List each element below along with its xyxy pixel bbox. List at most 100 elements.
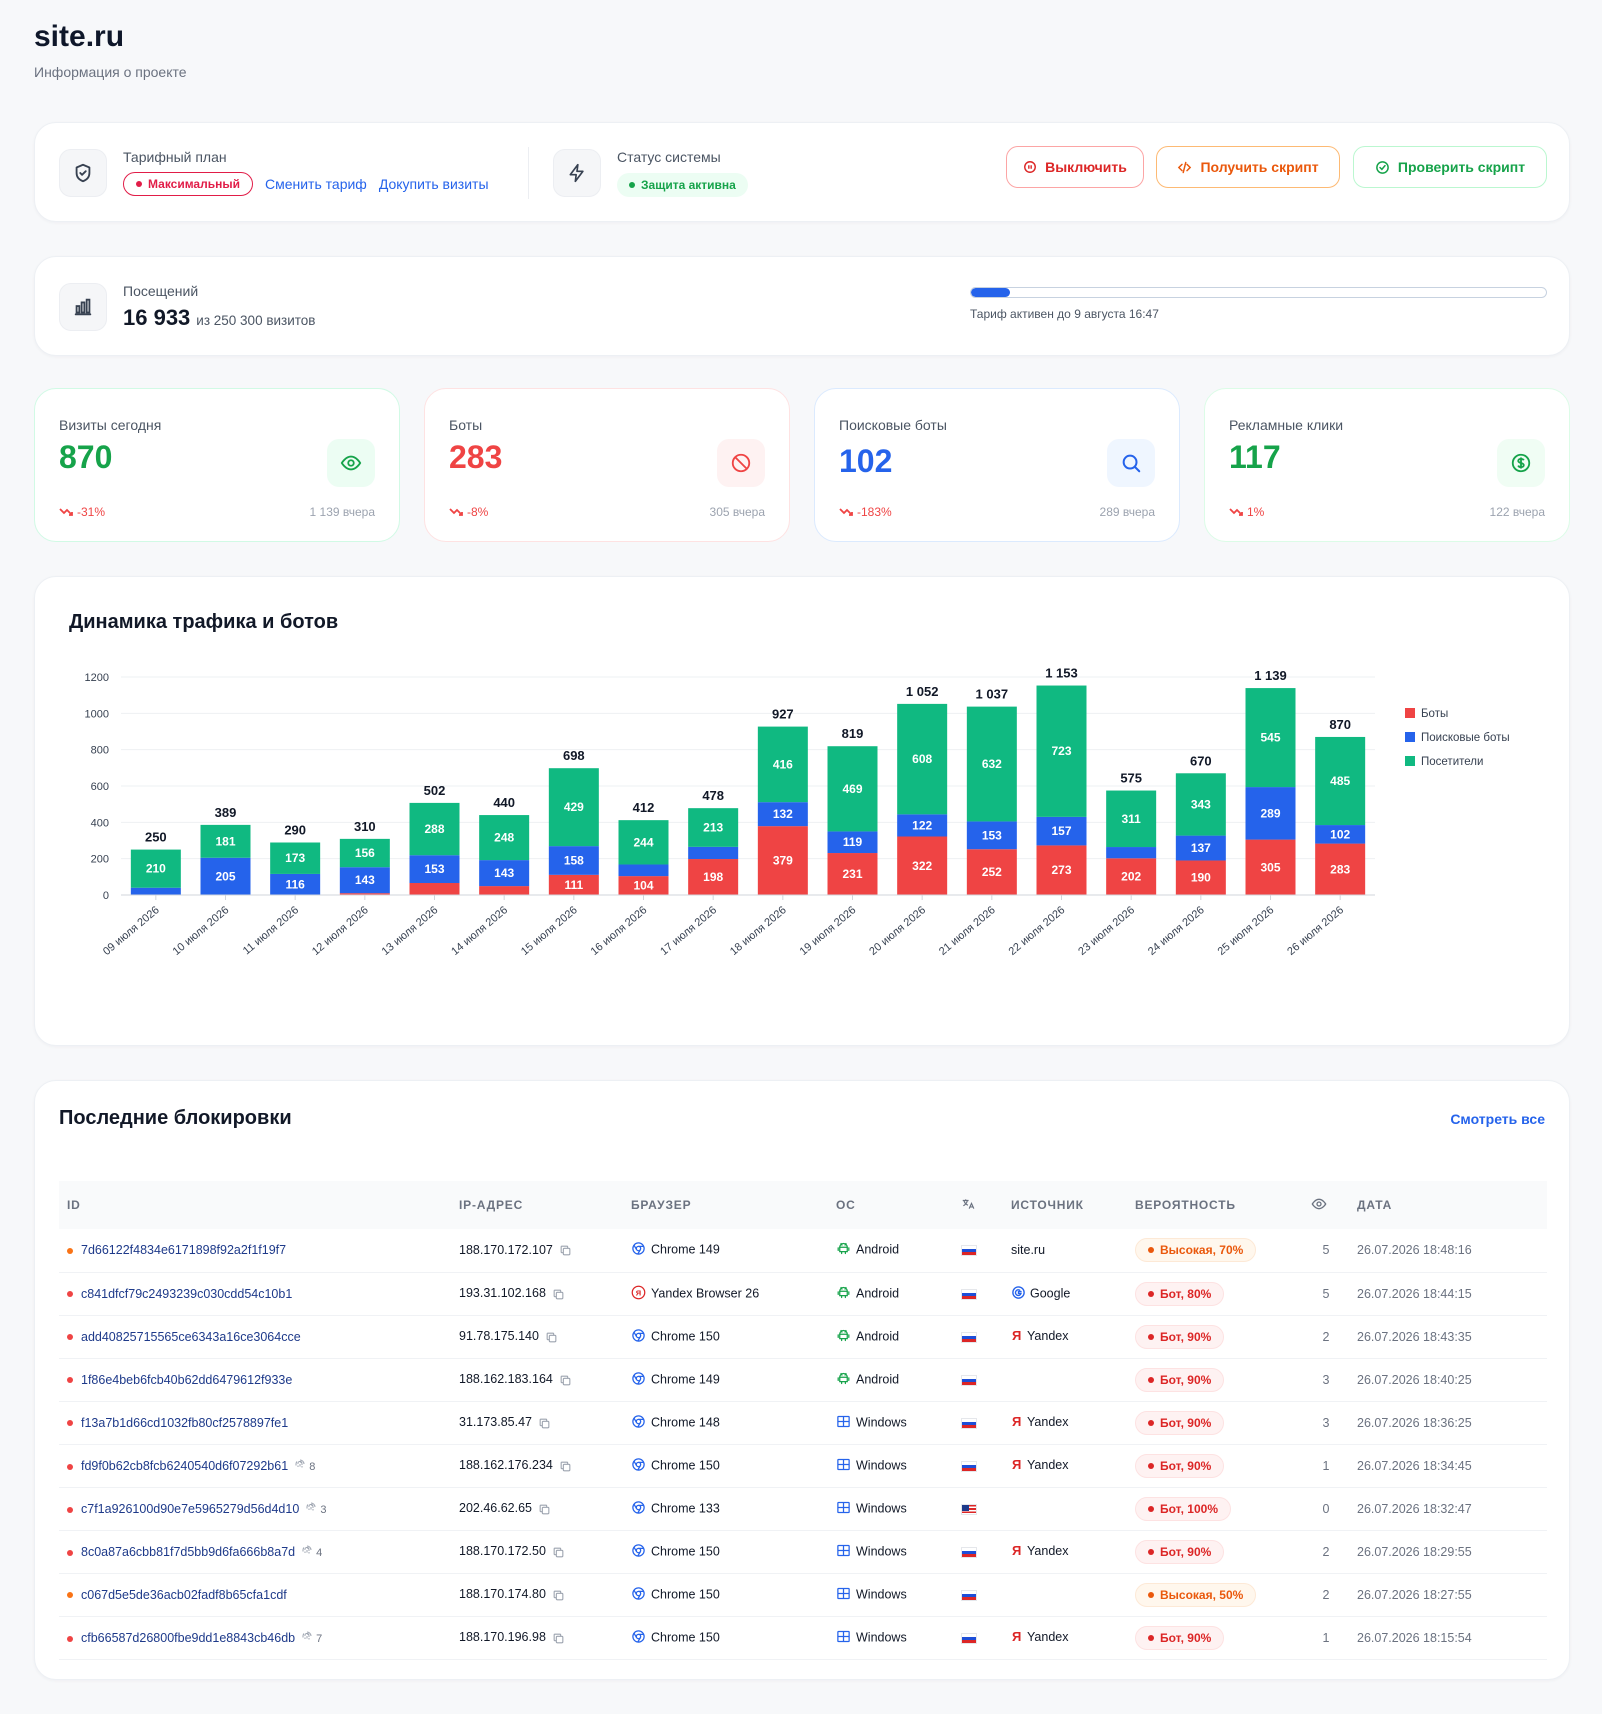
view-all-link[interactable]: Смотреть все (1450, 1111, 1545, 1127)
id-cell[interactable]: 7d66122f4834e6171898f92a2f1f19f7 (59, 1229, 451, 1273)
table-row[interactable]: c067d5e5de36acb02fadf8b65cfa1cdf 188.170… (59, 1573, 1547, 1617)
id-cell[interactable]: add40825715565ce6343a16ce3064cce (59, 1315, 451, 1359)
visitor-id[interactable]: c841dfcf79c2493239c030cdd54c10b1 (81, 1286, 293, 1301)
disable-button[interactable]: Выключить (1006, 146, 1144, 188)
change-tariff-link[interactable]: Сменить тариф (264, 176, 367, 192)
id-cell[interactable]: c067d5e5de36acb02fadf8b65cfa1cdf (59, 1573, 451, 1617)
plan-name: Максимальный (148, 177, 240, 191)
copy-icon[interactable] (553, 1243, 572, 1257)
table-row[interactable]: 8c0a87a6cbb81f7d5bb9d6fa666b8a7d 4 188.1… (59, 1530, 1547, 1574)
col-id[interactable]: ID (59, 1181, 451, 1229)
os-cell: Android (828, 1272, 953, 1316)
legend-swatch (1405, 756, 1415, 766)
ip-cell: 31.173.85.47 (451, 1401, 623, 1445)
bar-data-label: 632 (982, 757, 1002, 771)
table-row[interactable]: c7f1a926100d90e7e5965279d56d4d10 3 202.4… (59, 1487, 1547, 1531)
copy-icon[interactable] (553, 1458, 572, 1472)
buy-visits-link[interactable]: Докупить визиты (378, 176, 489, 192)
col-country[interactable] (953, 1181, 1003, 1229)
bar-segment (409, 855, 460, 884)
copy-icon[interactable] (546, 1544, 565, 1558)
col-source[interactable]: ИСТОЧНИК (1003, 1181, 1127, 1229)
id-cell[interactable]: 1f86e4beb6fcb40b62dd6479612f933e (59, 1358, 451, 1402)
windows-icon (836, 1544, 851, 1561)
id-cell[interactable]: 8c0a87a6cbb81f7d5bb9d6fa666b8a7d 4 (59, 1530, 451, 1574)
copy-icon[interactable] (546, 1630, 565, 1644)
table-row[interactable]: fd9f0b62cb8fcb6240540d6f07292b61 8 188.1… (59, 1444, 1547, 1488)
bar-data-label: 252 (982, 865, 1002, 879)
source-name: Yandex (1027, 1328, 1069, 1343)
id-cell[interactable]: c7f1a926100d90e7e5965279d56d4d10 3 (59, 1487, 451, 1531)
col-os[interactable]: ОС (828, 1181, 953, 1229)
visitor-id[interactable]: fd9f0b62cb8fcb6240540d6f07292b61 (81, 1459, 289, 1473)
copy-icon[interactable] (546, 1587, 565, 1601)
stat-label: Визиты сегодня (59, 417, 162, 433)
copy-icon[interactable] (532, 1501, 551, 1515)
yandex-icon: Я (1011, 1414, 1023, 1431)
bar-data-label: 173 (285, 851, 305, 865)
fingerprint-count: 8 (294, 1459, 315, 1473)
x-tick-label: 19 июля 2026 (798, 904, 859, 958)
check-script-button[interactable]: Проверить скрипт (1353, 146, 1547, 188)
copy-icon[interactable] (546, 1286, 565, 1300)
copy-icon[interactable] (539, 1329, 558, 1343)
table-row[interactable]: 1f86e4beb6fcb40b62dd6479612f933e 188.162… (59, 1358, 1547, 1402)
visitor-id[interactable]: add40825715565ce6343a16ce3064cce (81, 1329, 301, 1344)
table-row[interactable]: cfb66587d26800fbe9dd1e8843cb46db 7 188.1… (59, 1616, 1547, 1660)
browser-name: Chrome 150 (651, 1328, 720, 1343)
visitor-id[interactable]: 1f86e4beb6fcb40b62dd6479612f933e (81, 1372, 293, 1387)
visitor-id[interactable]: cfb66587d26800fbe9dd1e8843cb46db (81, 1631, 296, 1645)
chrome-icon (631, 1543, 646, 1561)
browser-name: Chrome 149 (651, 1371, 720, 1386)
visitor-id[interactable]: c7f1a926100d90e7e5965279d56d4d10 (81, 1502, 300, 1516)
stat-value: 117 (1229, 439, 1281, 475)
probability-badge: Бот, 90% (1135, 1324, 1225, 1349)
source-cell (1003, 1358, 1127, 1402)
country-cell (953, 1358, 1003, 1402)
visitor-id[interactable]: c067d5e5de36acb02fadf8b65cfa1cdf (81, 1587, 287, 1602)
flag-ru-icon (961, 1631, 977, 1645)
col-ip[interactable]: IP-АДРЕС (451, 1181, 623, 1229)
id-cell[interactable]: f13a7b1d66cd1032fb80cf2578897fe1 (59, 1401, 451, 1445)
visitor-id[interactable]: 7d66122f4834e6171898f92a2f1f19f7 (81, 1243, 287, 1258)
stat-change: -31% (59, 505, 105, 519)
country-cell (953, 1229, 1003, 1273)
copy-icon[interactable] (532, 1415, 551, 1429)
visits-count: 16 933 (123, 305, 191, 330)
col-date[interactable]: ДАТА (1349, 1181, 1547, 1229)
probability-text: Бот, 80% (1160, 1286, 1212, 1301)
ip-address: 193.31.102.168 (459, 1286, 546, 1301)
copy-icon[interactable] (553, 1372, 572, 1386)
ip-cell: 188.170.196.98 (451, 1616, 623, 1660)
views-cell: 2 (1303, 1573, 1349, 1617)
probability-text: Бот, 90% (1160, 1329, 1212, 1344)
col-probability[interactable]: ВЕРОЯТНОСТЬ (1127, 1181, 1303, 1229)
id-cell[interactable]: fd9f0b62cb8fcb6240540d6f07292b61 8 (59, 1444, 451, 1488)
browser-name: Chrome 148 (651, 1414, 720, 1429)
bar-data-label: 213 (703, 821, 723, 835)
id-cell[interactable]: cfb66587d26800fbe9dd1e8843cb46db 7 (59, 1616, 451, 1660)
chrome-icon (631, 1586, 646, 1604)
table-row[interactable]: 7d66122f4834e6171898f92a2f1f19f7 188.170… (59, 1229, 1547, 1273)
col-browser[interactable]: БРАУЗЕР (623, 1181, 828, 1229)
chart-title: Динамика трафика и ботов (69, 611, 339, 633)
chrome-icon (631, 1371, 646, 1389)
visitor-id[interactable]: f13a7b1d66cd1032fb80cf2578897fe1 (81, 1415, 289, 1430)
y-tick-label: 400 (91, 817, 109, 829)
status-dot (67, 1463, 73, 1470)
get-script-button[interactable]: Получить скрипт (1156, 146, 1340, 188)
table-row[interactable]: c841dfcf79c2493239c030cdd54c10b1 193.31.… (59, 1272, 1547, 1316)
table-row[interactable]: add40825715565ce6343a16ce3064cce 91.78.1… (59, 1315, 1547, 1359)
visits-progress-fill (971, 288, 1010, 297)
os-name: Windows (856, 1586, 907, 1601)
bar-data-label: 305 (1260, 860, 1280, 874)
date-cell: 26.07.2026 18:43:35 (1349, 1315, 1547, 1359)
id-cell[interactable]: c841dfcf79c2493239c030cdd54c10b1 (59, 1272, 451, 1316)
ip-cell: 202.46.62.65 (451, 1487, 623, 1531)
probability-badge: Бот, 90% (1135, 1367, 1225, 1392)
visitor-id[interactable]: 8c0a87a6cbb81f7d5bb9d6fa666b8a7d (81, 1545, 296, 1559)
bar-total-label: 927 (772, 707, 794, 722)
table-row[interactable]: f13a7b1d66cd1032fb80cf2578897fe1 31.173.… (59, 1401, 1547, 1445)
probability-text: Бот, 90% (1160, 1415, 1212, 1430)
col-views[interactable] (1303, 1181, 1349, 1229)
